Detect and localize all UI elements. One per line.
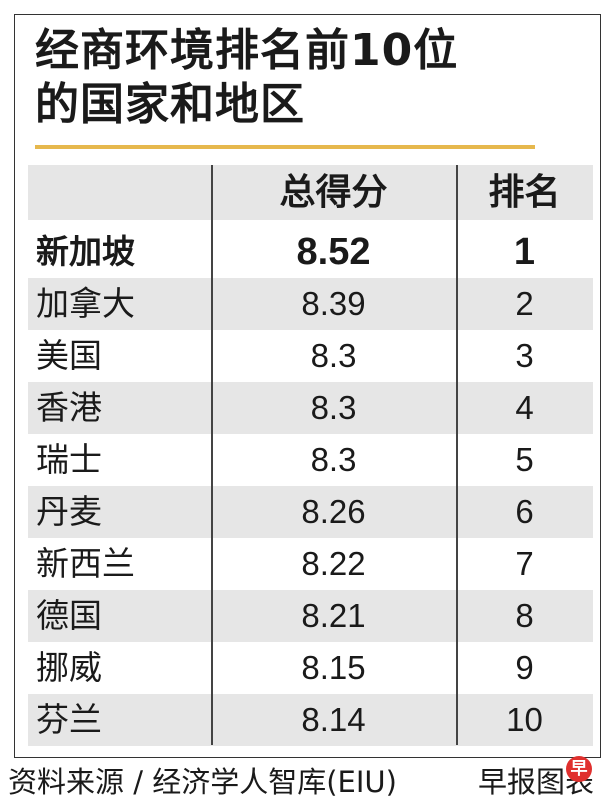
cell-rank: 1 — [513, 231, 536, 273]
cell-score: 8.22 — [301, 545, 366, 582]
cell-score: 8.39 — [301, 285, 366, 322]
cell-score: 8.3 — [310, 337, 357, 374]
cell-name: 芬兰 — [36, 700, 102, 739]
table-row: 瑞士 8.3 5 — [28, 434, 593, 486]
cell-name: 香港 — [36, 388, 102, 427]
table-row: 美国 8.3 3 — [28, 330, 593, 382]
table-row: 新加坡 8.52 1 — [28, 226, 593, 278]
table-row: 芬兰 8.14 10 — [28, 694, 593, 746]
source-note: 资料来源 / 经济学人智库(EIU) — [8, 765, 397, 799]
cell-score: 8.21 — [301, 597, 366, 634]
cell-name: 加拿大 — [36, 284, 135, 323]
cell-score: 8.26 — [301, 493, 366, 530]
cell-rank: 6 — [515, 493, 534, 530]
table-header-row — [28, 165, 593, 220]
cell-score: 8.14 — [301, 701, 366, 738]
cell-rank: 9 — [515, 649, 534, 686]
cell-name: 瑞士 — [36, 440, 102, 479]
cell-rank: 10 — [506, 701, 543, 738]
cell-score: 8.15 — [301, 649, 366, 686]
cell-rank: 2 — [515, 285, 534, 322]
table-row: 香港 8.3 4 — [28, 382, 593, 434]
column-divider-1 — [211, 165, 213, 745]
title-underline — [35, 145, 535, 149]
chart-title: 经商环境排名前10位 的国家和地区 — [35, 24, 458, 132]
title-line-1: 经商环境排名前10位 — [35, 25, 459, 76]
cell-name: 挪威 — [36, 648, 102, 687]
cell-name: 丹麦 — [36, 492, 102, 531]
logo-badge: 早 — [566, 756, 592, 782]
cell-score: 8.3 — [310, 389, 357, 426]
cell-name: 新西兰 — [36, 544, 135, 583]
table-row: 德国 8.21 8 — [28, 590, 593, 642]
header-score: 总得分 — [279, 172, 388, 213]
header-rank: 排名 — [488, 172, 561, 213]
cell-score: 8.3 — [310, 441, 357, 478]
column-divider-2 — [456, 165, 458, 745]
cell-rank: 8 — [515, 597, 534, 634]
cell-rank: 3 — [515, 337, 534, 374]
cell-name: 德国 — [36, 596, 102, 635]
chart-frame — [14, 14, 601, 758]
cell-score: 8.52 — [296, 231, 371, 273]
table-row: 加拿大 8.39 2 — [28, 278, 593, 330]
title-line-2: 的国家和地区 — [35, 79, 305, 130]
table-row: 挪威 8.15 9 — [28, 642, 593, 694]
table-row: 新西兰 8.22 7 — [28, 538, 593, 590]
cell-name: 新加坡 — [36, 232, 135, 271]
cell-rank: 5 — [515, 441, 534, 478]
cell-rank: 4 — [515, 389, 534, 426]
cell-name: 美国 — [36, 336, 102, 375]
cell-rank: 7 — [515, 545, 534, 582]
table-row: 丹麦 8.26 6 — [28, 486, 593, 538]
